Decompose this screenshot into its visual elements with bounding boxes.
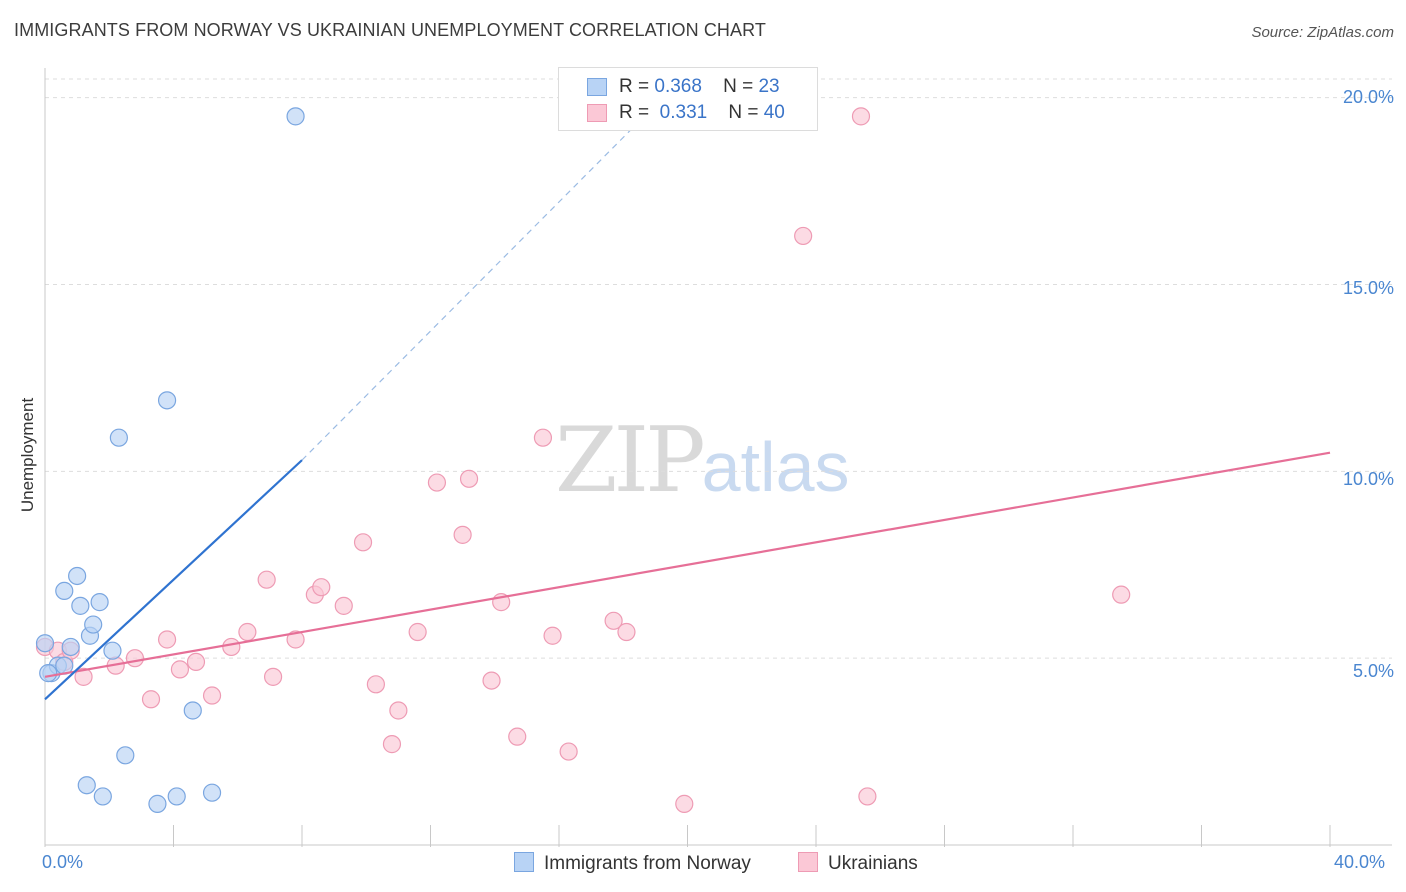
data-point-norway [202, 783, 222, 802]
data-point-norway [61, 637, 80, 657]
y-tick-label-20: 20.0% [1342, 87, 1394, 107]
data-point-ukrainians [170, 660, 190, 679]
y-tick-label-10: 10.0% [1342, 469, 1394, 489]
data-point-norway [148, 794, 167, 813]
data-point-ukrainians [858, 787, 877, 806]
data-point-norway [39, 664, 58, 683]
data-point-ukrainians [453, 525, 472, 544]
data-point-norway [103, 641, 122, 660]
legend-n-value: 23 [758, 76, 780, 97]
data-point-norway [77, 776, 96, 795]
data-point-ukrainians [286, 630, 305, 649]
data-point-ukrainians [533, 428, 553, 447]
data-point-norway [84, 615, 103, 634]
chart-title: IMMIGRANTS FROM NORWAY VS UKRAINIAN UNEM… [14, 20, 767, 40]
legend-r-label: R = [619, 102, 650, 123]
data-point-norway [35, 634, 55, 653]
data-point-norway [71, 596, 90, 615]
legend-label-norway: Immigrants from Norway [544, 853, 751, 874]
data-point-ukrainians [617, 622, 636, 642]
data-point-ukrainians [74, 667, 93, 686]
watermark-zip: ZIP [555, 408, 706, 513]
data-point-ukrainians [141, 690, 161, 709]
data-point-ukrainians [186, 652, 206, 672]
legend-r-label: R = [619, 76, 650, 97]
data-point-ukrainians [508, 727, 527, 746]
data-point-ukrainians [543, 626, 562, 645]
data-point-ukrainians [263, 667, 283, 686]
data-point-ukrainians [559, 742, 578, 761]
x-tick-label-max: 40.0% [1334, 852, 1386, 872]
data-point-norway [90, 593, 109, 612]
data-point-ukrainians [675, 794, 694, 813]
data-point-ukrainians [257, 570, 276, 589]
legend-n-value: 40 [763, 102, 785, 123]
data-point-norway [93, 787, 112, 806]
data-point-norway [116, 746, 135, 765]
watermark-atlas: atlas [701, 428, 850, 506]
data-point-norway [68, 566, 87, 586]
data-point-ukrainians [389, 701, 408, 720]
legend-n-label: N = [728, 102, 759, 123]
data-point-ukrainians [604, 611, 623, 630]
correlation-legend: R = 0.368 N = 23 R = 0.331 N = 40 [558, 67, 818, 131]
legend-swatch-ukrainians [587, 104, 607, 122]
legend-swatch-norway [587, 78, 607, 96]
trend-line-norway [44, 459, 303, 701]
legend-swatch-ukrainians [798, 852, 818, 872]
data-point-ukrainians [382, 735, 402, 754]
source-label: Source: ZipAtlas.com [1251, 24, 1394, 41]
trend-line-norway-extension [301, 104, 656, 461]
data-point-ukrainians [353, 533, 373, 552]
data-point-ukrainians [408, 622, 427, 642]
data-point-norway [286, 107, 305, 126]
y-tick-label-5: 5.0% [1352, 661, 1394, 681]
data-point-norway [167, 787, 186, 806]
y-axis-label: Unemployment [18, 397, 37, 513]
data-point-ukrainians [482, 671, 501, 690]
data-point-ukrainians [459, 469, 479, 488]
data-point-ukrainians [238, 622, 257, 642]
legend-item-norway: Immigrants from Norway [514, 852, 751, 875]
watermark: ZIPatlas [555, 408, 850, 513]
legend-label-ukrainians: Ukrainians [828, 853, 918, 874]
trend-line-ukrainians [44, 451, 1331, 678]
legend-swatch-norway [514, 852, 534, 872]
data-point-ukrainians [851, 107, 871, 126]
data-point-norway [109, 428, 128, 447]
data-point-ukrainians [334, 596, 353, 615]
data-point-ukrainians [202, 686, 222, 705]
legend-r-value: 0.331 [659, 102, 708, 123]
legend-r-value: 0.368 [654, 76, 702, 97]
data-point-ukrainians [125, 649, 145, 668]
legend-n-label: N = [723, 76, 754, 97]
x-tick-label-min: 0.0% [42, 852, 84, 872]
data-point-norway [157, 391, 177, 410]
data-point-ukrainians [794, 226, 813, 246]
data-point-norway [55, 581, 74, 601]
data-point-ukrainians [222, 637, 241, 657]
data-point-ukrainians [366, 675, 385, 694]
data-point-ukrainians [1112, 585, 1131, 604]
data-point-ukrainians [157, 630, 177, 649]
data-point-ukrainians [312, 578, 331, 597]
y-tick-label-15: 15.0% [1342, 278, 1394, 298]
data-point-norway [183, 701, 202, 720]
data-point-ukrainians [427, 473, 447, 492]
legend-item-ukrainians: Ukrainians [798, 852, 918, 875]
